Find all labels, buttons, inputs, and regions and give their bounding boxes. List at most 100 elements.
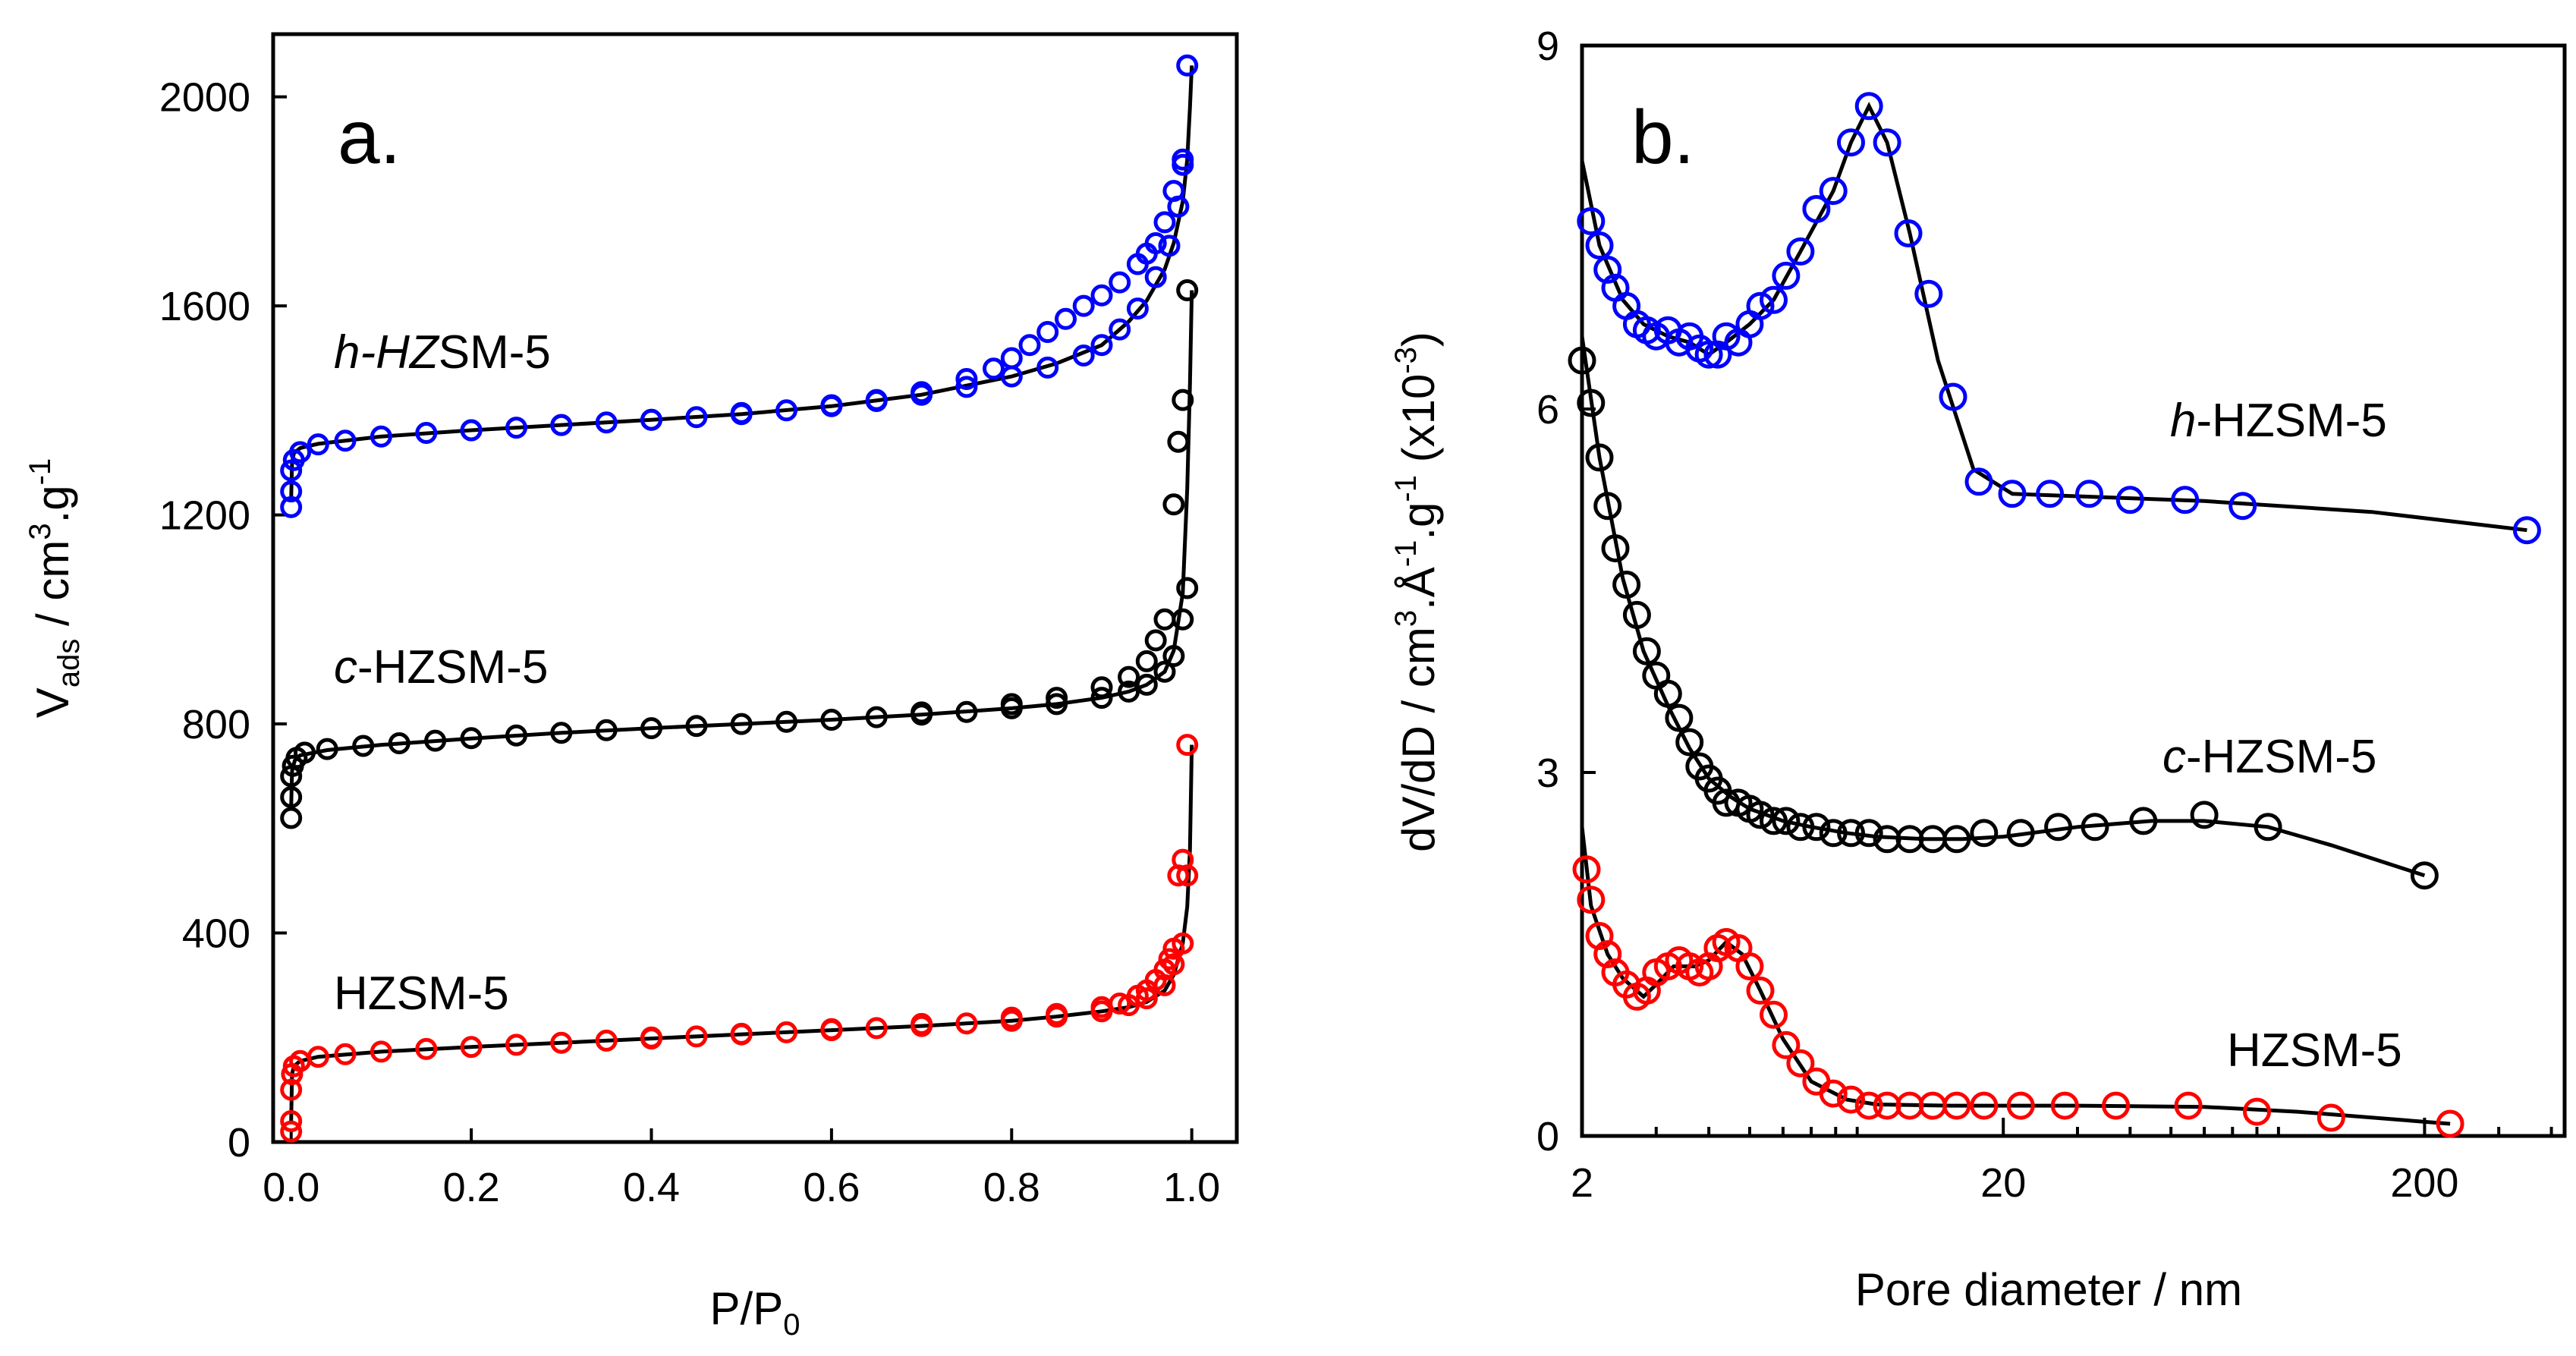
a-desorption-point <box>1172 148 1194 171</box>
a-desorption-point <box>1046 687 1068 709</box>
a-ytick-label: 2000 <box>159 75 250 121</box>
a-adsorption-point <box>685 406 708 429</box>
b-data-point <box>1593 492 1622 521</box>
b-data-point <box>1819 819 1848 848</box>
a-desorption-point <box>1167 430 1190 453</box>
a-adsorption-point <box>505 1034 527 1056</box>
a-adsorption-point <box>1072 345 1095 367</box>
b-data-point <box>1746 801 1775 829</box>
b-data-point <box>1802 195 1831 223</box>
b-data-point <box>1760 285 1788 314</box>
b-data-point <box>2171 486 2200 514</box>
a-xtick-label: 0.6 <box>803 1165 860 1210</box>
a-adsorption-point <box>505 417 527 439</box>
a-adsorption-point <box>307 1046 329 1068</box>
b-data-point <box>1854 819 1883 848</box>
b-data-point <box>1837 128 1865 157</box>
b-data-point <box>1854 92 1883 121</box>
a-adsorption-point <box>865 706 888 728</box>
a-xtick-label: 0.4 <box>623 1165 680 1210</box>
panel-b-ylabel-sup2: -1 <box>1389 540 1423 568</box>
b-data-point <box>1675 728 1704 757</box>
panel-a-label-hzsm5: HZSM-5 <box>334 967 509 1020</box>
a-adsorption-point <box>334 429 357 452</box>
panel-b-plot-frame <box>1580 43 2567 1138</box>
b-data-point <box>1772 1030 1801 1059</box>
a-adsorption-point <box>424 729 447 752</box>
a-desorption-point <box>1000 693 1023 716</box>
a-adsorption-point <box>955 700 978 723</box>
a-desorption-point <box>983 357 1005 380</box>
panel-a-ylabel-unit2: .g <box>27 485 78 523</box>
panel-a: 0.0 0.2 0.4 0.6 0.8 1.0 0 400 800 1200 1600 2000 Va… <box>24 32 1239 1342</box>
a-ytick-label: 1600 <box>159 284 250 329</box>
a-xtick-label: 1.0 <box>1163 1165 1220 1210</box>
a-desorption-point <box>1090 284 1113 307</box>
a-adsorption-point <box>1090 334 1113 357</box>
b-data-point <box>1665 703 1694 732</box>
panel-b-y-axis-label: dV/dD / cm3.Å-1.g-1 (x10-3) <box>1389 332 1444 852</box>
a-desorption-point <box>730 401 753 424</box>
a-adsorption-point <box>334 1043 357 1065</box>
a-adsorption-point <box>388 732 410 754</box>
panel-a-ylabel-sup1: 3 <box>24 523 57 540</box>
a-desorption-point <box>1046 1002 1068 1025</box>
b-data-point <box>1577 389 1606 417</box>
b-data-point <box>1585 443 1614 472</box>
a-ytick-label: 400 <box>182 911 250 957</box>
a-adsorption-point <box>307 433 329 456</box>
a-desorption-point <box>820 1018 843 1040</box>
b-data-point <box>1802 813 1831 842</box>
a-adsorption-point <box>685 1025 708 1048</box>
a-desorption-point <box>1000 347 1023 370</box>
b-data-point <box>1914 279 1943 308</box>
b-data-point <box>1760 807 1788 835</box>
a-desorption-point <box>1167 864 1190 887</box>
b-data-point <box>1970 819 1999 848</box>
a-adsorption-point <box>1158 234 1181 257</box>
b-xtick-label: 20 <box>1980 1160 2026 1206</box>
b-ytick-label: 3 <box>1536 750 1559 796</box>
a-desorption-point <box>730 1022 753 1045</box>
b-data-point <box>1894 219 1923 247</box>
a-desorption-point <box>911 381 933 404</box>
a-adsorption-point <box>640 717 662 740</box>
b-ytick-label: 6 <box>1536 387 1559 433</box>
b-data-point <box>2129 807 2158 835</box>
b-data-point <box>2006 819 2035 848</box>
panel-b-ylabel-unit4: ) <box>1393 332 1444 347</box>
b-data-point <box>2228 492 2257 521</box>
a-adsorption-point <box>370 425 392 448</box>
a-adsorption-point <box>1176 577 1199 599</box>
b-data-point <box>1786 1049 1815 1078</box>
a-desorption-point <box>1126 253 1149 275</box>
a-desorption-point <box>1018 334 1041 357</box>
a-desorption-point <box>911 701 933 724</box>
b-ytick-label: 0 <box>1536 1114 1559 1159</box>
a-adsorption-point <box>1135 987 1158 1010</box>
b-data-point <box>1694 340 1723 369</box>
b-data-point <box>1819 177 1848 206</box>
b-data-point <box>2081 813 2109 842</box>
a-adsorption-point <box>550 722 573 744</box>
a-adsorption-point <box>316 738 338 760</box>
a-adsorption-point <box>1135 673 1158 696</box>
a-desorption-point <box>1090 996 1113 1018</box>
panel-b-label-h-hzsm5: h-HZSM-5 <box>2170 395 2387 447</box>
b-data-point <box>2410 861 2439 890</box>
a-desorption-point <box>1162 180 1185 203</box>
b-data-point <box>2044 813 2073 842</box>
b-data-point <box>1632 637 1661 665</box>
b-data-point <box>2512 516 2541 545</box>
a-desorption-point <box>1055 307 1077 330</box>
a-adsorption-point <box>460 727 483 750</box>
b-data-point <box>1942 1091 1971 1120</box>
a-xtick-label: 0.2 <box>443 1165 500 1210</box>
svg-text:dV/dD / cm3.Å-1.g-1 (x10-3): dV/dD / cm3.Å-1.g-1 (x10-3) <box>1389 332 1444 852</box>
b-data-point <box>1593 255 1622 284</box>
b-data-point <box>2436 1109 2464 1138</box>
b-data-point <box>1837 1085 1865 1114</box>
b-data-point <box>1772 807 1801 835</box>
panel-b-label-c-hzsm5-rest: -HZSM-5 <box>2186 731 2376 783</box>
a-adsorption-point <box>1046 693 1068 716</box>
